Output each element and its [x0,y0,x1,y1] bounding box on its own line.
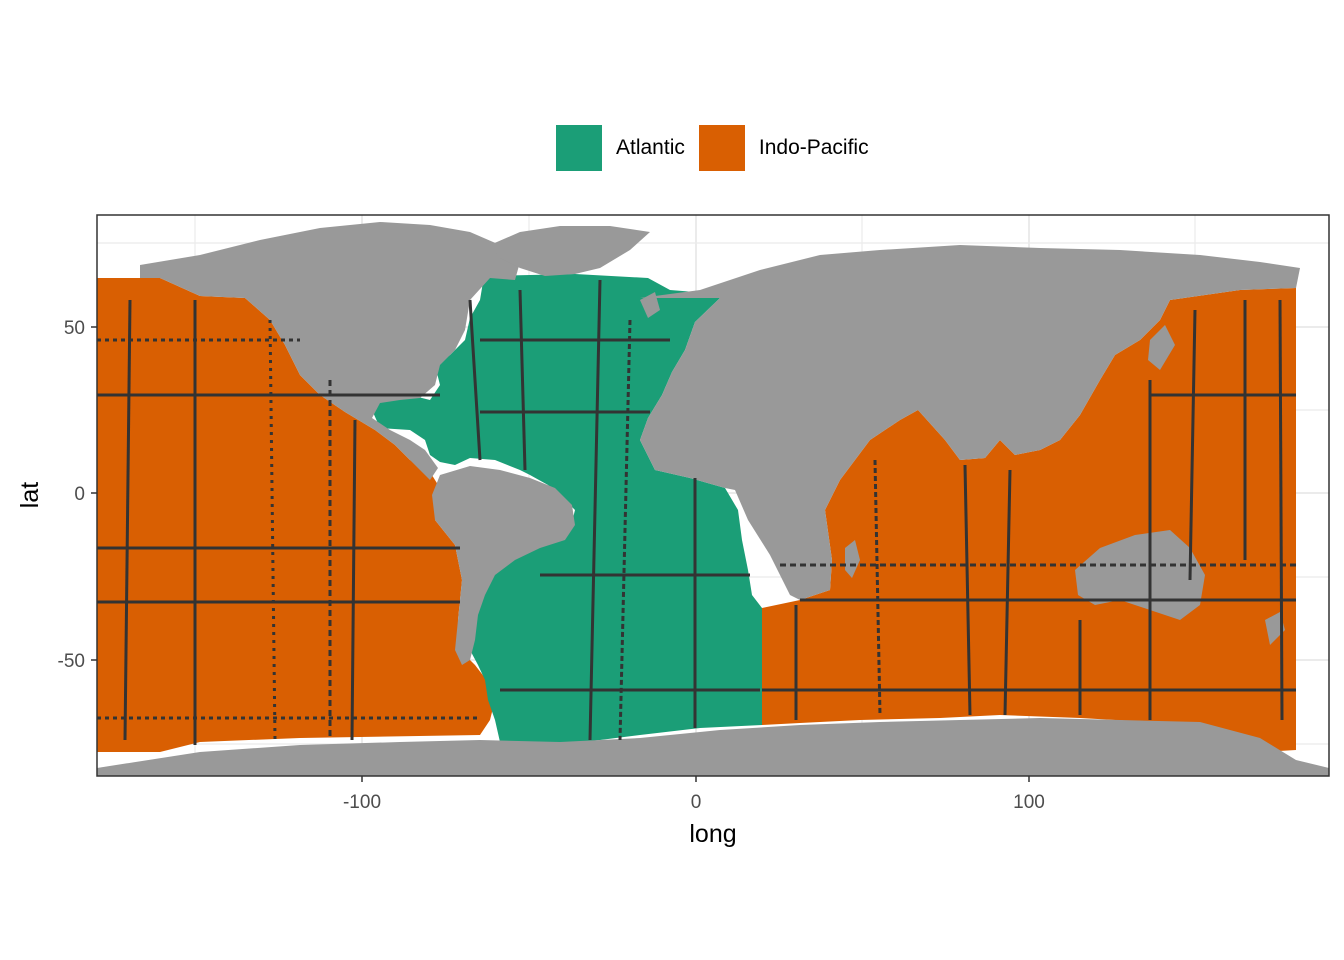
uk-islands [640,292,660,318]
legend-label-indo-pacific: Indo-Pacific [758,136,869,159]
legend-label-atlantic: Atlantic [616,136,685,159]
y-tick-label-0: 0 [74,484,85,505]
y-tick-label-50: 50 [64,318,85,339]
australia [1075,530,1205,620]
legend-item-atlantic: Atlantic [556,125,685,171]
madagascar [845,540,860,578]
legend-key-indo-pacific [698,125,745,171]
europe-asia [640,245,1300,600]
land-masses [97,222,1329,776]
legend-key-atlantic [556,125,602,171]
south-america [432,466,575,665]
cruise-tracks [97,279,1296,745]
y-axis-title: lat [16,482,44,508]
x-tick-label-0: 0 [691,792,702,813]
y-tick-label-minus-50: -50 [58,651,85,672]
greenland [490,226,650,276]
antarctica [97,718,1329,776]
x-axis-title: long [689,820,736,848]
axis-ticks [91,326,1030,782]
legend-item-indo-pacific: Indo-Pacific [698,125,869,171]
x-tick-label-minus-100: -100 [343,792,381,813]
new-zealand [1265,612,1285,645]
x-tick-label-100: 100 [1013,792,1045,813]
legend: Atlantic Indo-Pacific [556,125,883,171]
japan [1148,325,1175,370]
north-america [140,222,520,480]
panel-border [96,214,1330,777]
